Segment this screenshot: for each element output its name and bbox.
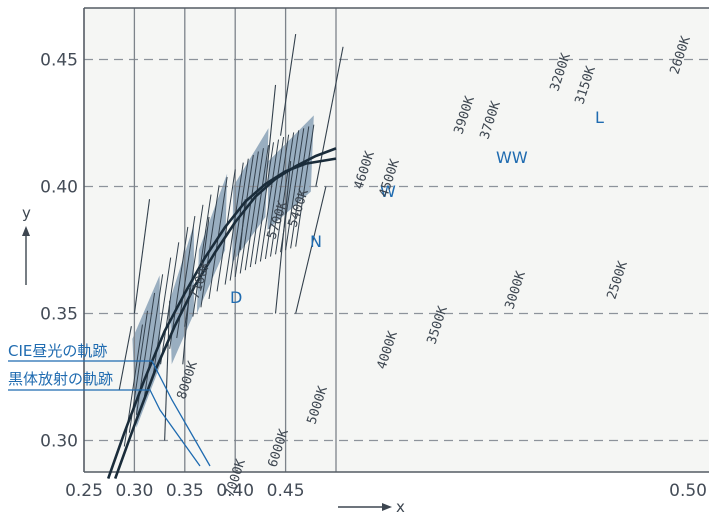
y-tick-label: 0.35	[40, 305, 78, 325]
x-tick-label: 0.25	[65, 481, 103, 501]
x-tick-label: 0.35	[166, 481, 204, 501]
y-tick-label: 0.45	[40, 51, 78, 71]
region-label-d: D	[230, 288, 242, 307]
isotemperature-line	[244, 148, 264, 271]
isotemperature-line	[234, 154, 254, 277]
plot-area	[84, 8, 709, 472]
region-label-w: W	[380, 182, 396, 201]
isotemperature-line	[216, 169, 236, 292]
series-layer	[106, 147, 337, 480]
x-tick-label: 0.45	[267, 481, 305, 501]
isotemperature-line	[192, 194, 212, 317]
isotemperature-line	[200, 185, 220, 308]
region-w	[196, 173, 228, 314]
x-tick-label: 0.40	[216, 481, 254, 501]
isotemperature-line	[239, 151, 259, 274]
isotemperature-line	[264, 136, 285, 260]
cct-leader-line	[239, 199, 246, 251]
region-label-l: L	[595, 108, 604, 127]
leader-blackbody	[8, 389, 201, 467]
isotemperature-line	[290, 126, 310, 249]
grid-layer	[83, 7, 709, 473]
isotemperature-line	[143, 274, 164, 397]
isotemperature-line	[285, 128, 305, 251]
isotemperature-line	[152, 257, 172, 380]
y-tick-label: 0.40	[40, 178, 78, 198]
cct-leader-line	[315, 46, 344, 187]
cct-leader-line	[274, 161, 292, 314]
isotemperature-line	[275, 132, 295, 255]
y-tick-label: 0.30	[40, 432, 78, 452]
isotemperature-line	[254, 142, 274, 265]
x-axis-arrowhead	[382, 503, 392, 511]
x-tick-label: 0.50	[669, 481, 707, 501]
region-n	[169, 224, 194, 365]
series-locus-2	[113, 147, 337, 480]
region-layer	[84, 8, 709, 472]
isotemperature-line	[229, 158, 249, 281]
isotemperature-line	[269, 134, 290, 257]
isotemperature-line	[295, 124, 315, 247]
cct-leader-line	[118, 326, 132, 390]
cct-leader-line	[264, 84, 277, 187]
isotemperature-line	[259, 139, 280, 262]
region-ww	[232, 128, 269, 263]
cct-leader-line	[133, 199, 151, 314]
y-axis-label: y	[22, 204, 31, 222]
cct-leader-line	[280, 34, 297, 136]
x-tick-label: 0.30	[115, 481, 153, 501]
series-label-cie: CIE昼光の軌跡	[8, 342, 107, 360]
leader-cie	[8, 360, 211, 467]
isotemperature-line	[249, 145, 269, 268]
region-label-ww: WW	[496, 148, 528, 167]
series-label-blackbody: 黒体放射の軌跡	[8, 370, 113, 388]
cct-leader-line	[295, 186, 327, 314]
region-label-n: N	[310, 232, 322, 251]
x-axis-label: x	[396, 498, 405, 515]
y-axis-arrowhead	[22, 226, 30, 236]
